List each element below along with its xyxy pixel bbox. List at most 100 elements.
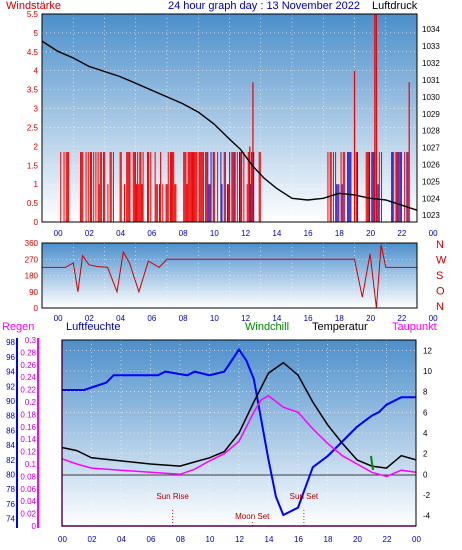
temperature-tick-label: 2 xyxy=(423,450,428,459)
x-tick-label: 04 xyxy=(116,314,125,323)
rain-label: Regen xyxy=(2,321,34,333)
rain-tick-label: 0.06 xyxy=(20,485,36,494)
event-label: Sun Rise xyxy=(156,492,189,501)
x-tick-label: 16 xyxy=(304,314,313,323)
rain-tick-label: 0.16 xyxy=(20,423,36,432)
x-tick-label: 14 xyxy=(272,229,281,238)
rain-tick-label: 0.2 xyxy=(25,398,37,407)
x-tick-label: 00 xyxy=(54,314,63,323)
temperature-tick-label: 4 xyxy=(423,429,428,438)
x-tick-label: 06 xyxy=(147,229,156,238)
x-tick-label: 14 xyxy=(265,535,274,544)
event-label: Moon Set xyxy=(235,512,270,521)
x-tick-label: 16 xyxy=(294,535,303,544)
temperature-tick-label: 10 xyxy=(423,367,432,376)
x-tick-label: 20 xyxy=(353,535,362,544)
rain-tick-label: 0.3 xyxy=(25,336,37,345)
humidity-tick-label: 74 xyxy=(6,515,15,524)
humidity-tick-label: 82 xyxy=(6,456,15,465)
humidity-tick-label: 88 xyxy=(6,412,15,421)
x-tick-label: 00 xyxy=(429,229,438,238)
temperature-line xyxy=(61,361,417,469)
direction-tick-label: 180 xyxy=(25,272,39,281)
right-y-tick-label: 1023 xyxy=(422,211,440,220)
humidity-label: Luftfeuchte xyxy=(66,321,120,333)
dewpoint-label: Taupunkt xyxy=(392,321,437,333)
x-tick-label: 02 xyxy=(85,314,94,323)
humidity-tick-label: 90 xyxy=(6,397,15,406)
x-tick-label: 20 xyxy=(366,229,375,238)
x-tick-label: 10 xyxy=(210,314,219,323)
x-tick-label: 02 xyxy=(85,229,94,238)
x-tick-label: 10 xyxy=(206,535,215,544)
left-y-tick-label: 3 xyxy=(34,105,39,114)
right-y-tick-label: 1025 xyxy=(422,177,440,186)
left-y-tick-label: 3.5 xyxy=(27,86,39,95)
x-tick-label: 20 xyxy=(366,314,375,323)
right-y-tick-label: 1034 xyxy=(422,25,440,34)
right-y-tick-label: 1030 xyxy=(422,93,440,102)
direction-tick-label: 90 xyxy=(29,288,38,297)
rain-tick-label: 0.26 xyxy=(20,361,36,370)
x-tick-label: 08 xyxy=(179,314,188,323)
windchill-line xyxy=(370,455,374,471)
right-y-tick-label: 1031 xyxy=(422,76,440,85)
direction-tick-label: 360 xyxy=(25,239,39,248)
rain-tick-label: 0 xyxy=(32,522,37,531)
x-tick-label: 12 xyxy=(235,535,244,544)
humidity-tick-label: 98 xyxy=(6,338,15,347)
rain-tick-label: 0.12 xyxy=(20,448,36,457)
x-tick-label: 06 xyxy=(147,535,156,544)
humidity-line xyxy=(62,347,416,517)
rain-tick-label: 0.22 xyxy=(20,386,36,395)
left-y-tick-label: 4.5 xyxy=(27,48,39,57)
x-tick-label: 14 xyxy=(272,314,281,323)
x-tick-label: 00 xyxy=(429,314,438,323)
compass-label: W xyxy=(436,255,447,267)
x-tick-label: 22 xyxy=(397,314,406,323)
direction-tick-label: 270 xyxy=(25,255,39,264)
temperature-tick-label: -4 xyxy=(423,512,431,521)
temperature-tick-label: 0 xyxy=(423,470,428,479)
rain-tick-label: 0.08 xyxy=(20,472,36,481)
x-tick-label: 00 xyxy=(412,535,421,544)
rain-tick-label: 0.1 xyxy=(25,460,37,469)
wind-direction-line xyxy=(42,244,417,309)
x-tick-label: 06 xyxy=(147,314,156,323)
right-y-tick-label: 1032 xyxy=(422,59,440,68)
humidity-tick-label: 86 xyxy=(6,426,15,435)
left-y-tick-label: 2.5 xyxy=(27,123,39,132)
x-tick-label: 00 xyxy=(54,229,63,238)
temperature-tick-label: -2 xyxy=(423,491,431,500)
right-y-tick-label: 1024 xyxy=(422,194,440,203)
humidity-tick-label: 96 xyxy=(6,353,15,362)
x-tick-label: 12 xyxy=(241,314,250,323)
chart-title: 24 hour graph day : 13 November 2022 xyxy=(168,0,360,12)
x-tick-label: 16 xyxy=(304,229,313,238)
humidity-tick-label: 92 xyxy=(6,382,15,391)
right-y-tick-label: 1027 xyxy=(422,144,440,153)
x-tick-label: 12 xyxy=(241,229,250,238)
x-tick-label: 22 xyxy=(383,535,392,544)
x-tick-label: 08 xyxy=(176,535,185,544)
compass-label: O xyxy=(436,286,445,298)
x-tick-label: 22 xyxy=(397,229,406,238)
direction-tick-label: 0 xyxy=(34,304,39,313)
windchill-label: Windchill xyxy=(245,321,289,333)
left-y-tick-label: 1 xyxy=(34,180,39,189)
right-y-tick-label: 1029 xyxy=(422,110,440,119)
right-y-tick-label: 1033 xyxy=(422,42,440,51)
x-tick-label: 04 xyxy=(117,535,126,544)
dewpoint-line xyxy=(61,394,417,478)
humidity-tick-label: 94 xyxy=(6,368,15,377)
left-y-tick-label: 4 xyxy=(34,67,39,76)
right-y-tick-label: 1028 xyxy=(422,127,440,136)
x-tick-label: 18 xyxy=(324,535,333,544)
rain-tick-label: 0.28 xyxy=(20,348,36,357)
rain-tick-label: 0.02 xyxy=(20,510,36,519)
event-label: Sun Set xyxy=(290,492,319,501)
left-y-tick-label: 2 xyxy=(34,142,39,151)
humidity-tick-label: 80 xyxy=(6,471,15,480)
